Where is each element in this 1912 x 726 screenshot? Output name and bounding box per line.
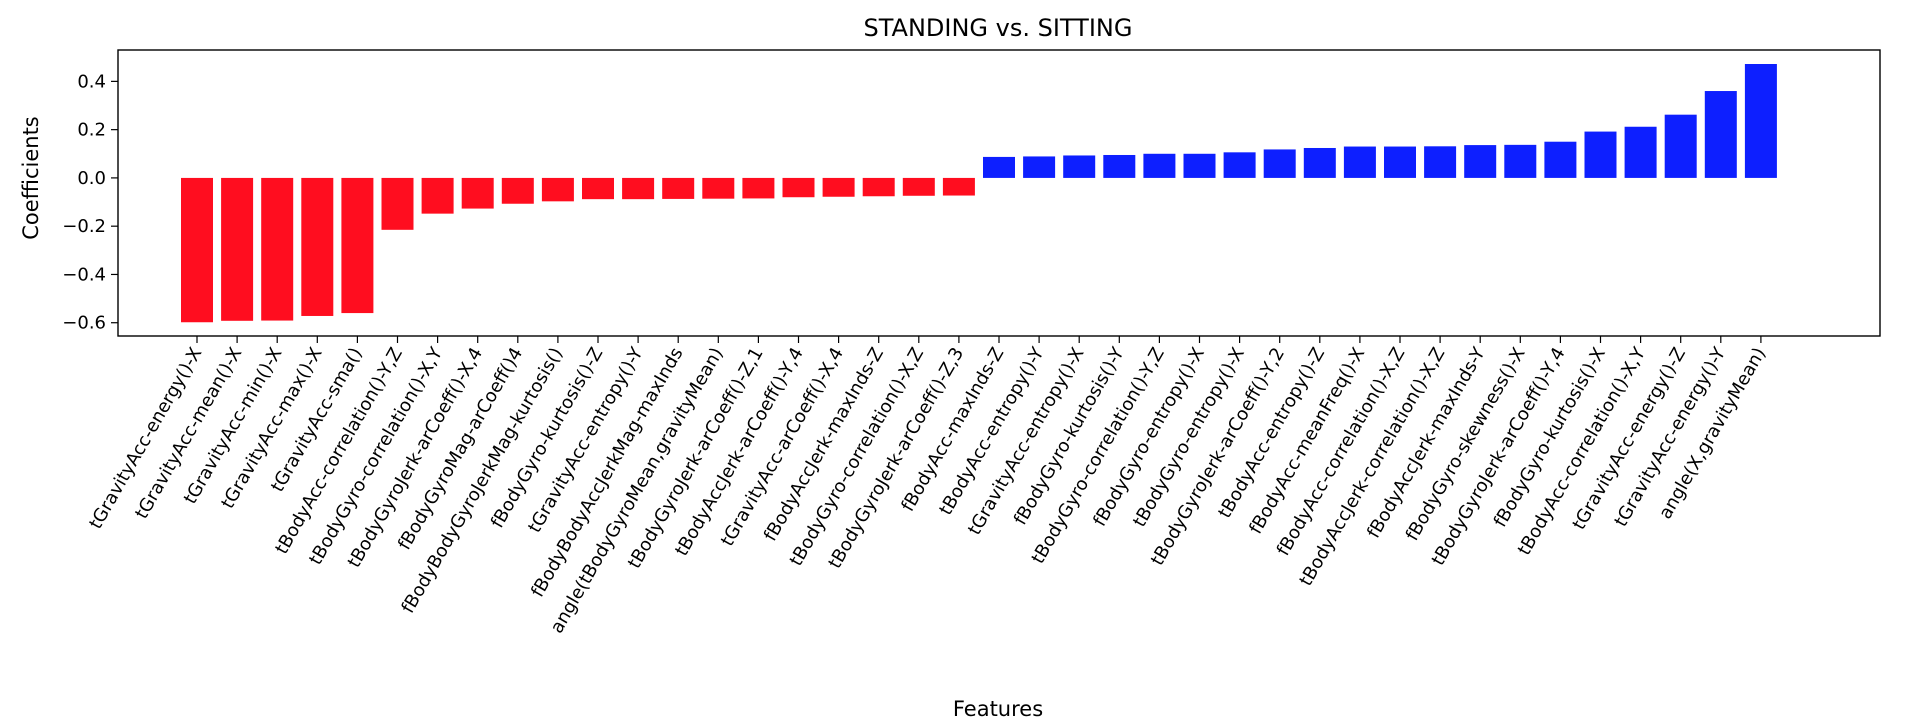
x-axis-ticks: tGravityAcc-energy()-XtGravityAcc-mean()… [85,336,1770,637]
bar-34 [1544,141,1577,178]
bar-3 [301,177,334,316]
bar-28 [1303,147,1336,178]
bar-7 [461,177,494,209]
y-axis-ticks: −0.6 −0.4 −0.2 0.0 0.2 0.4 [62,71,118,334]
bar-24 [1143,153,1176,178]
bar-15 [782,177,815,198]
y-tick-label: −0.2 [62,216,106,237]
bar-32 [1464,145,1497,178]
bar-37 [1664,114,1697,178]
bar-21 [1023,156,1056,178]
bar-30 [1384,146,1416,178]
bar-2 [261,177,294,321]
bar-36 [1624,126,1657,178]
bar-18 [902,177,935,196]
bar-27 [1263,149,1296,178]
bar-31 [1424,146,1457,178]
bar-0 [181,177,213,323]
bar-35 [1584,131,1617,178]
bar-12 [662,177,695,199]
bar-13 [702,177,735,199]
bars-group [181,64,1777,323]
y-tick-label: 0.2 [77,120,106,141]
bar-38 [1704,91,1737,178]
y-tick-label: 0.0 [77,168,106,189]
bar-25 [1183,153,1216,178]
bar-14 [742,177,775,199]
bar-19 [942,177,975,196]
y-tick-label: −0.4 [62,264,106,285]
bar-33 [1504,144,1537,178]
bar-22 [1063,155,1096,178]
y-tick-label: −0.6 [62,313,106,334]
bar-26 [1223,152,1256,178]
y-tick-label: 0.4 [77,71,106,92]
bar-9 [541,177,574,202]
plot-frame [117,49,1881,337]
bar-8 [501,177,534,204]
bar-39 [1744,64,1777,178]
bar-10 [582,177,614,200]
bar-20 [983,156,1015,178]
bar-29 [1343,146,1376,178]
bar-6 [421,177,454,214]
bar-17 [862,177,895,197]
bar-4 [341,177,374,314]
chart-title: STANDING vs. SITTING [864,14,1133,42]
bar-16 [822,177,855,197]
bar-23 [1103,154,1136,178]
bar-1 [221,177,254,321]
x-axis-label: Features [953,697,1043,721]
bar-5 [381,177,414,230]
y-axis-label: Coefficients [19,116,43,240]
bar-11 [622,177,655,200]
